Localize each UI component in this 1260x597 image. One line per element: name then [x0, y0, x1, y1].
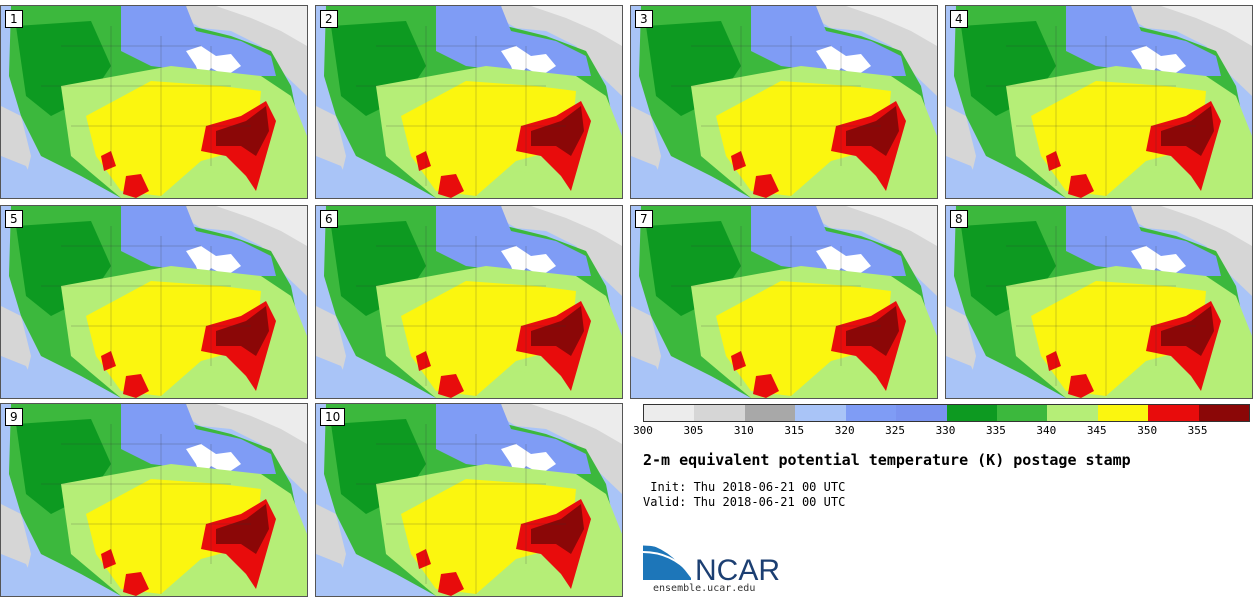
postage-stamp-panel-6: 6	[315, 205, 623, 399]
theta-e-map	[1, 404, 307, 596]
site-url: ensemble.ucar.edu	[653, 583, 756, 594]
member-label: 2	[320, 10, 338, 28]
init-time: Init: Thu 2018-06-21 00 UTC	[643, 480, 846, 494]
legend-swatch	[896, 405, 947, 421]
postage-stamp-panel-4: 4	[945, 5, 1253, 199]
member-label: 10	[320, 408, 346, 426]
legend-swatch	[996, 405, 1048, 421]
theta-e-map	[1, 6, 307, 198]
member-label: 8	[950, 210, 968, 228]
postage-stamp-panel-7: 7	[630, 205, 938, 399]
theta-e-map	[631, 206, 937, 398]
member-label: 1	[5, 10, 23, 28]
theta-e-map	[316, 206, 622, 398]
legend-tick-label: 300	[633, 424, 653, 437]
logo-text: NCAR	[695, 554, 780, 584]
member-label: 6	[320, 210, 338, 228]
legend-tick-label: 335	[985, 424, 1006, 437]
legend-swatch	[1047, 405, 1098, 421]
legend-swatch	[1097, 405, 1149, 421]
postage-stamp-panel-1: 1	[0, 5, 308, 199]
postage-stamp-panel-5: 5	[0, 205, 308, 399]
legend-tick-label: 355	[1187, 424, 1208, 437]
ncar-logo-mark: NCAR	[642, 542, 780, 587]
legend-tick-label: 330	[935, 424, 956, 437]
theta-e-map	[1, 206, 307, 398]
postage-stamp-panel-9: 9	[0, 403, 308, 597]
legend-tick-label: 310	[733, 424, 754, 437]
legend-tick-label: 345	[1086, 424, 1107, 437]
postage-stamp-panel-10: 10	[315, 403, 623, 597]
valid-time: Valid: Thu 2018-06-21 00 UTC	[643, 495, 846, 509]
member-label: 7	[635, 210, 653, 228]
theta-e-map	[946, 206, 1252, 398]
member-label: 3	[635, 10, 653, 28]
legend-swatch	[795, 405, 846, 421]
theta-e-map	[946, 6, 1252, 198]
legend-tick-label: 325	[885, 424, 906, 437]
legend-swatch	[845, 405, 897, 421]
legend-swatch	[694, 405, 745, 421]
member-label: 5	[5, 210, 23, 228]
legend-tick-label: 320	[834, 424, 855, 437]
legend-swatch	[946, 405, 997, 421]
legend-tick-label: 350	[1137, 424, 1158, 437]
theta-e-map	[316, 404, 622, 596]
legend-swatch	[1148, 405, 1199, 421]
theta-e-map	[316, 6, 622, 198]
postage-stamp-panel-3: 3	[630, 5, 938, 199]
legend-swatch	[744, 405, 796, 421]
legend-tick-label: 315	[784, 424, 805, 437]
legend-swatch	[1198, 405, 1250, 421]
theta-e-map	[631, 6, 937, 198]
member-label: 4	[950, 10, 968, 28]
member-label: 9	[5, 408, 23, 426]
chart-title: 2-m equivalent potential temperature (K)…	[643, 451, 1131, 469]
legend-tick-label: 305	[683, 424, 704, 437]
ncar-logo: NCAR	[642, 540, 793, 587]
color-legend	[643, 404, 1250, 422]
legend-tick-label: 340	[1036, 424, 1057, 437]
legend-swatch	[644, 405, 695, 421]
postage-stamp-panel-2: 2	[315, 5, 623, 199]
postage-stamp-panel-8: 8	[945, 205, 1253, 399]
